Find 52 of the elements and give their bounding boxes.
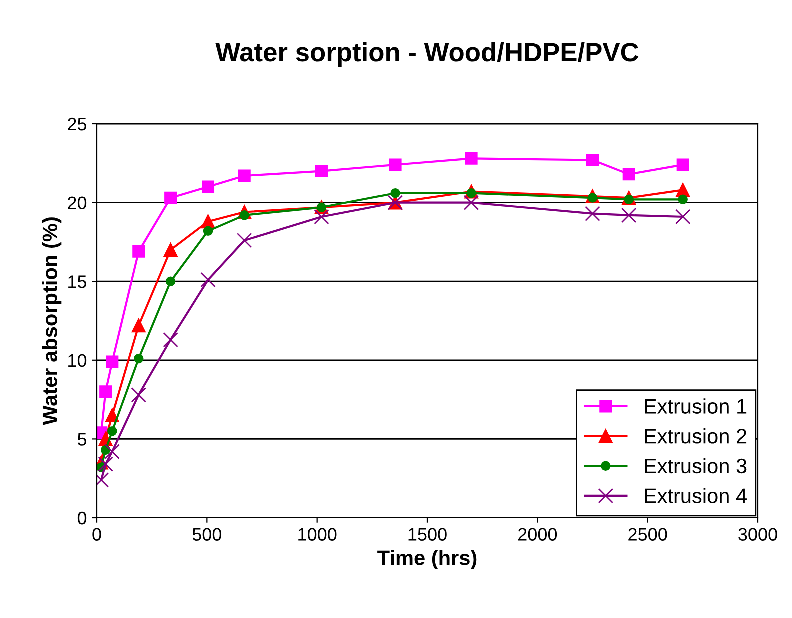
y-tick-label: 25 [68, 118, 87, 131]
point [134, 354, 144, 364]
point [585, 206, 600, 222]
x-tick-label: 2000 [518, 528, 558, 541]
point [166, 276, 176, 286]
point [100, 386, 112, 398]
y-axis-title: Water absorption (%) [42, 218, 62, 426]
point [202, 180, 215, 194]
point [132, 318, 146, 333]
point [163, 332, 178, 348]
x-tick-label: 0 [92, 528, 102, 541]
point [586, 154, 599, 166]
point [675, 209, 691, 225]
point [390, 188, 400, 198]
point [465, 152, 478, 165]
x-tick-label: 2500 [628, 528, 668, 541]
point [621, 208, 637, 224]
legend-label: Extrusion 4 [645, 488, 747, 504]
legend-label: Extrusion 2 [645, 428, 747, 444]
point [389, 158, 402, 172]
x-tick-label: 500 [192, 528, 222, 541]
point [98, 456, 114, 472]
legend-label: Extrusion 1 [645, 398, 747, 414]
point [238, 170, 251, 182]
point [132, 245, 146, 258]
y-tick-label: 0 [78, 512, 87, 525]
y-tick-label: 5 [78, 433, 87, 446]
point [622, 168, 636, 181]
point [678, 194, 688, 205]
point [200, 272, 216, 288]
x-tick-label: 1000 [298, 528, 337, 541]
y-tick-label: 15 [68, 276, 87, 288]
point [164, 192, 178, 204]
x-tick-label: 1500 [408, 528, 447, 541]
point [131, 387, 147, 403]
y-tick-label: 20 [68, 196, 87, 210]
legend-label: Extrusion 3 [645, 458, 747, 474]
point [315, 165, 328, 178]
point [676, 158, 690, 172]
point [314, 209, 330, 225]
point [105, 408, 120, 423]
y-tick-label: 10 [68, 354, 87, 368]
point [106, 356, 119, 368]
x-axis-title: Time (hrs) [378, 550, 477, 570]
point [236, 232, 252, 248]
point [164, 243, 178, 258]
point [464, 195, 480, 210]
point [108, 426, 118, 436]
x-tick-label: 3000 [738, 528, 778, 541]
point [203, 226, 214, 236]
point [104, 444, 120, 460]
chart-title: Water sorption - Wood/HDPE/PVC [216, 42, 639, 67]
